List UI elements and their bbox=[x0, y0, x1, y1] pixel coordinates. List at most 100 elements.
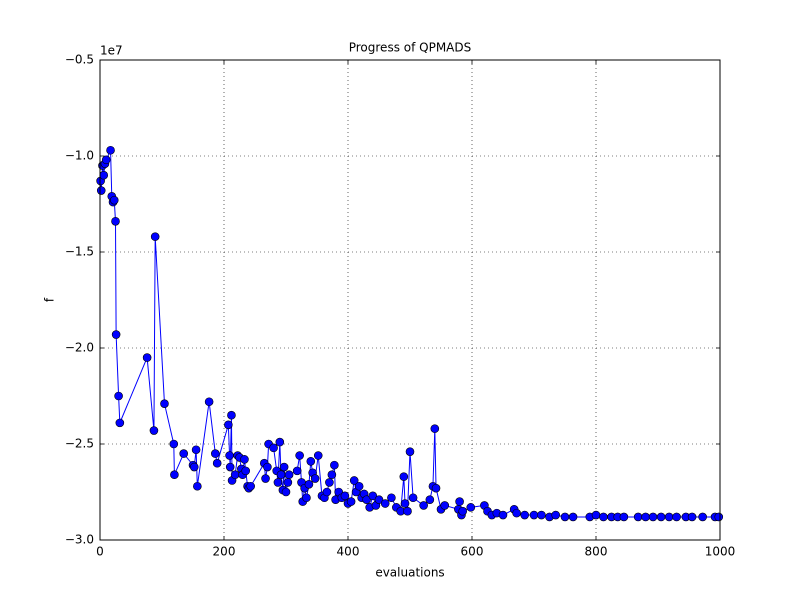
y-tick-label: −2.5 bbox=[65, 437, 94, 451]
y-tick-label: −1.5 bbox=[65, 245, 94, 259]
data-point bbox=[191, 445, 201, 455]
data-point bbox=[399, 472, 409, 481]
data-point bbox=[641, 512, 650, 522]
y-tick-label: −2.0 bbox=[65, 341, 94, 355]
data-point bbox=[568, 512, 578, 522]
x-tick-label: 0 bbox=[96, 545, 104, 559]
data-point bbox=[403, 506, 412, 516]
data-point bbox=[656, 512, 666, 522]
y-axis-label: f bbox=[43, 297, 57, 302]
data-point bbox=[240, 455, 249, 464]
data-point bbox=[664, 512, 674, 522]
data-point bbox=[204, 397, 214, 407]
data-point bbox=[275, 437, 285, 447]
data-point bbox=[698, 512, 707, 522]
data-point bbox=[99, 170, 109, 180]
y-tick-label: −0.5 bbox=[65, 53, 94, 67]
data-point bbox=[714, 512, 724, 522]
data-point bbox=[227, 410, 236, 420]
data-point bbox=[560, 512, 570, 522]
data-point bbox=[179, 449, 188, 458]
y-tick-label: −3.0 bbox=[65, 533, 94, 547]
data-point bbox=[374, 495, 384, 504]
data-point bbox=[225, 451, 234, 460]
data-point bbox=[330, 460, 339, 470]
data-point bbox=[362, 495, 371, 504]
y-tick-label: −1.0 bbox=[65, 149, 94, 163]
data-point bbox=[304, 480, 314, 489]
x-tick-label: 200 bbox=[213, 545, 236, 559]
data-point bbox=[193, 481, 202, 491]
x-tick-label: 800 bbox=[585, 545, 608, 559]
data-point bbox=[283, 478, 293, 487]
data-point bbox=[230, 470, 240, 480]
data-point bbox=[648, 512, 658, 522]
data-point bbox=[170, 470, 179, 480]
data-point bbox=[150, 232, 160, 241]
data-point bbox=[212, 458, 222, 468]
data-point bbox=[322, 487, 332, 497]
plot-frame bbox=[99, 59, 721, 541]
data-point bbox=[276, 470, 286, 480]
x-tick-label: 600 bbox=[461, 545, 484, 559]
data-point bbox=[551, 510, 561, 520]
data-point bbox=[279, 462, 289, 472]
data-point bbox=[263, 462, 272, 472]
data-point bbox=[340, 491, 350, 501]
data-point bbox=[169, 439, 179, 449]
data-point bbox=[633, 512, 643, 522]
data-point bbox=[672, 512, 681, 522]
data-point bbox=[310, 474, 320, 483]
data-point bbox=[114, 391, 123, 401]
data-point bbox=[466, 503, 476, 512]
x-axis-label: evaluations bbox=[375, 566, 444, 580]
data-point bbox=[142, 353, 152, 362]
data-point bbox=[455, 497, 464, 506]
data-point bbox=[400, 499, 410, 508]
x-tick-label: 1000 bbox=[705, 545, 736, 559]
data-point bbox=[537, 510, 546, 520]
data-point bbox=[306, 456, 316, 466]
data-point bbox=[302, 493, 311, 503]
data-point bbox=[295, 451, 304, 460]
data-point bbox=[225, 462, 235, 472]
data-point bbox=[591, 510, 601, 520]
y-offset-label: 1e7 bbox=[100, 44, 123, 58]
data-point bbox=[292, 466, 302, 476]
data-point bbox=[327, 470, 337, 480]
data-point bbox=[380, 499, 390, 508]
data-point bbox=[269, 443, 278, 453]
data-point bbox=[241, 466, 250, 476]
data-point bbox=[349, 476, 359, 485]
data-point bbox=[325, 478, 334, 487]
data-point bbox=[111, 330, 121, 339]
data-point bbox=[498, 510, 508, 520]
data-point bbox=[273, 478, 283, 487]
data-point bbox=[354, 481, 364, 491]
data-point bbox=[160, 399, 169, 408]
data-point bbox=[405, 447, 415, 456]
data-point bbox=[96, 186, 106, 195]
data-point bbox=[313, 451, 323, 460]
data-point bbox=[387, 493, 396, 503]
data-point bbox=[687, 512, 697, 522]
data-point bbox=[346, 497, 356, 506]
data-point bbox=[246, 481, 255, 491]
data-point bbox=[368, 491, 378, 501]
data-point bbox=[115, 418, 125, 428]
data-point bbox=[458, 506, 468, 516]
data-point bbox=[281, 487, 291, 497]
data-point bbox=[261, 474, 270, 483]
data-point bbox=[599, 512, 608, 522]
data-point bbox=[529, 510, 539, 520]
data-point bbox=[425, 495, 435, 504]
data-point bbox=[408, 493, 418, 503]
data-point bbox=[619, 512, 629, 522]
data-point bbox=[211, 449, 220, 458]
data-point bbox=[284, 470, 294, 480]
data-point bbox=[419, 501, 428, 510]
data-point bbox=[520, 510, 530, 520]
chart-title: Progress of QPMADS bbox=[349, 41, 472, 55]
data-point bbox=[111, 216, 120, 226]
